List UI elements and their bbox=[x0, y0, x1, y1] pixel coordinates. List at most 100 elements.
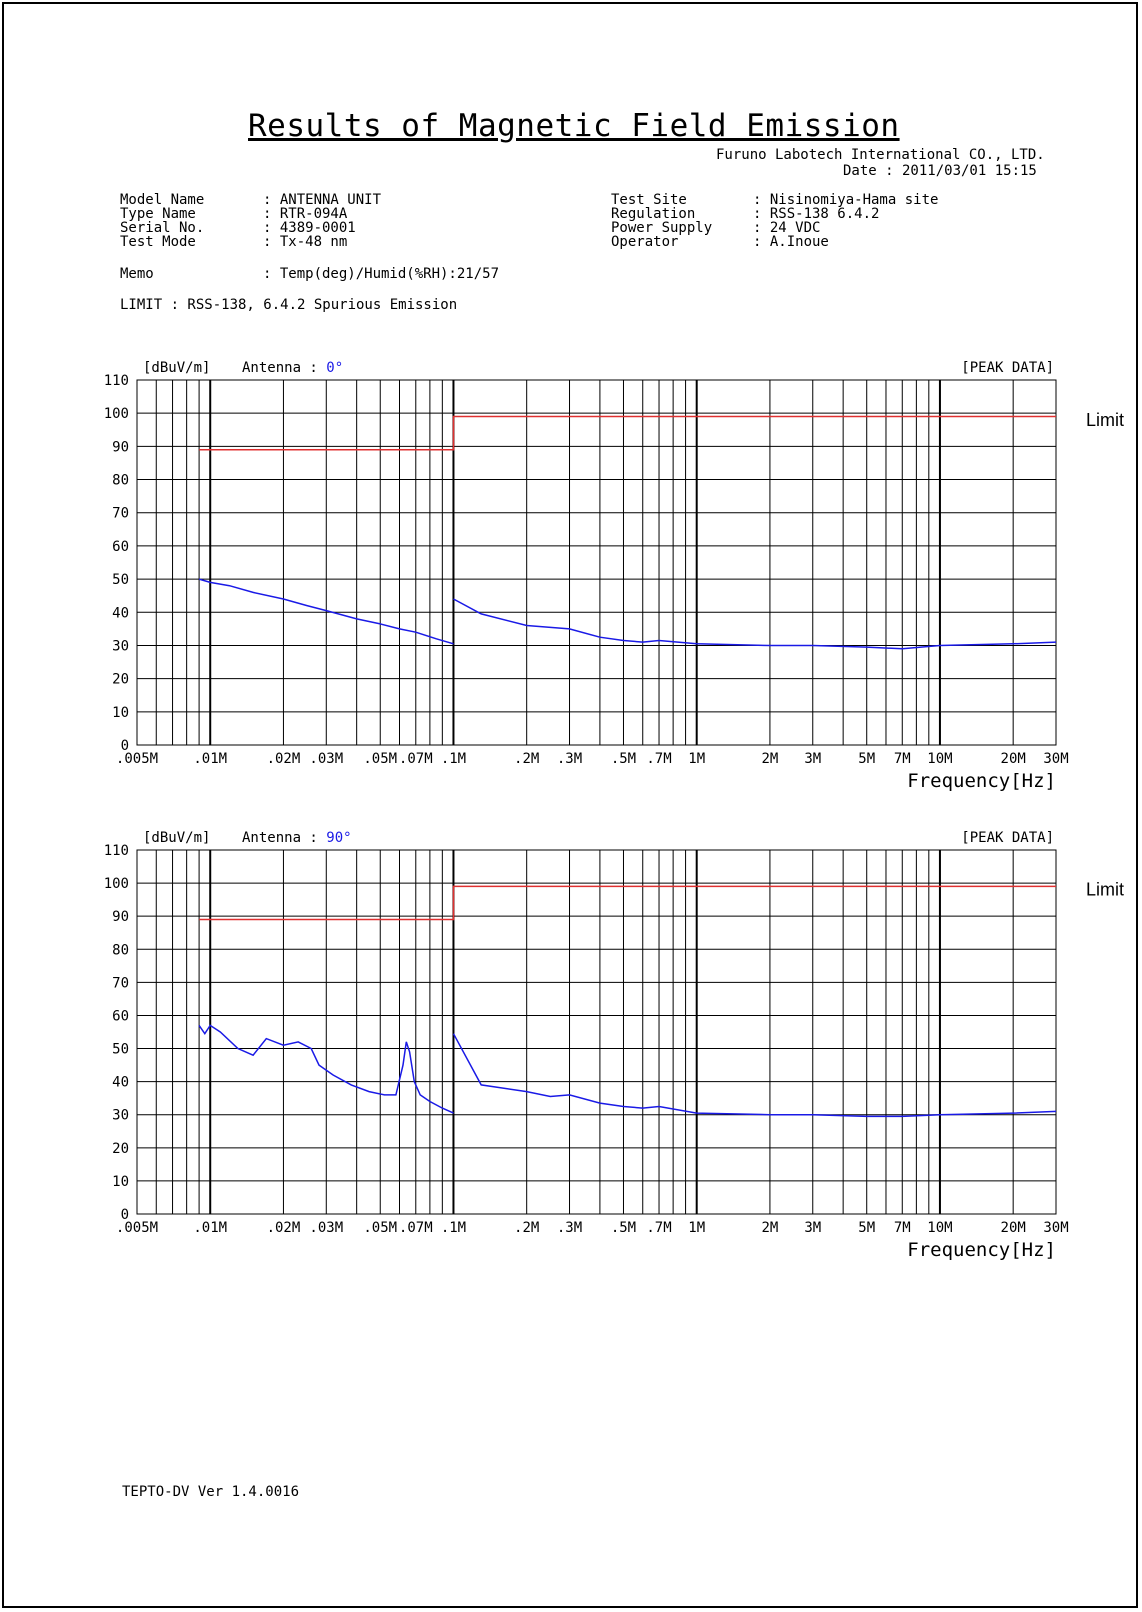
x-tick-label: .2M bbox=[514, 1220, 539, 1236]
emission-trace bbox=[198, 578, 454, 645]
report-date: Date : 2011/03/01 15:15 bbox=[843, 163, 1037, 179]
info-serial-no: Serial No. : 4389-0001 bbox=[120, 220, 356, 236]
antenna-label: Antenna : 90° bbox=[242, 830, 352, 846]
x-tick-label: .2M bbox=[514, 751, 539, 767]
x-tick-label: .5M bbox=[611, 1220, 636, 1236]
y-axis-unit-label: [dBuV/m] bbox=[143, 360, 210, 376]
limit-side-label: Limit bbox=[1086, 880, 1124, 900]
info-label: Model Name bbox=[120, 192, 205, 208]
x-tick-label: .5M bbox=[611, 751, 636, 767]
x-tick-label: .005M bbox=[116, 1220, 158, 1236]
x-tick-label: 2M bbox=[761, 751, 778, 767]
limit-line bbox=[199, 415, 1056, 451]
limit-line bbox=[199, 885, 1056, 921]
peak-data-label: [PEAK DATA] bbox=[961, 830, 1054, 846]
x-tick-label: .7M bbox=[646, 751, 671, 767]
x-tick-label: 10M bbox=[927, 1220, 952, 1236]
x-tick-label: .005M bbox=[116, 751, 158, 767]
y-tick-label: 80 bbox=[112, 473, 129, 489]
info-value: : 24 VDC bbox=[753, 220, 821, 236]
x-tick-label: 5M bbox=[858, 1220, 875, 1236]
x-tick-label: .03M bbox=[309, 751, 343, 767]
x-tick-label: .3M bbox=[557, 751, 582, 767]
info-label: Test Site bbox=[611, 192, 687, 208]
antenna-angle: 0° bbox=[326, 360, 343, 376]
x-tick-label: .7M bbox=[646, 1220, 671, 1236]
limit-side-label: Limit bbox=[1086, 410, 1124, 430]
x-tick-label: 3M bbox=[804, 751, 821, 767]
y-tick-label: 70 bbox=[112, 506, 129, 522]
software-version: TEPTO-DV Ver 1.4.0016 bbox=[122, 1484, 300, 1500]
y-tick-label: 50 bbox=[112, 1042, 129, 1058]
x-tick-label: .3M bbox=[557, 1220, 582, 1236]
info-operator: Operator : A.Inoue bbox=[611, 235, 829, 249]
y-tick-label: 110 bbox=[104, 843, 129, 859]
info-value: : Nisinomiya-Hama site bbox=[753, 192, 939, 208]
x-tick-label: 7M bbox=[894, 1220, 911, 1236]
emission-trace bbox=[453, 598, 1057, 650]
y-tick-label: 60 bbox=[112, 539, 129, 555]
info-regulation: Regulation : RSS-138 6.4.2 bbox=[611, 206, 879, 222]
x-tick-label: .03M bbox=[309, 1220, 343, 1236]
memo-label: Memo bbox=[120, 266, 154, 282]
x-tick-label: .01M bbox=[193, 751, 227, 767]
info-model-name: Model Name : ANTENNA UNIT bbox=[120, 192, 381, 208]
antenna-angle: 90° bbox=[326, 830, 351, 846]
y-tick-label: 20 bbox=[112, 1141, 129, 1157]
info-label: Power Supply bbox=[611, 220, 713, 236]
y-tick-label: 100 bbox=[104, 406, 129, 422]
x-tick-label: .07M bbox=[399, 751, 433, 767]
emission-trace bbox=[198, 1024, 454, 1114]
limit-description: LIMIT : RSS-138, 6.4.2 Spurious Emission bbox=[120, 297, 458, 313]
antenna-label: Antenna : 0° bbox=[242, 360, 343, 376]
y-tick-label: 90 bbox=[112, 909, 129, 925]
x-tick-label: 30M bbox=[1043, 1220, 1068, 1236]
info-label: Serial No. bbox=[120, 220, 205, 236]
company-name: Furuno Labotech International CO., LTD. bbox=[716, 147, 1045, 163]
y-tick-label: 20 bbox=[112, 672, 129, 688]
x-tick-label: 3M bbox=[804, 1220, 821, 1236]
x-tick-label: 7M bbox=[894, 751, 911, 767]
x-tick-label: 30M bbox=[1043, 751, 1068, 767]
info-test-mode: Test Mode : Tx-48 nm bbox=[120, 235, 347, 249]
plot-frame bbox=[136, 379, 1057, 746]
y-tick-label: 30 bbox=[112, 1108, 129, 1124]
info-type-name: Type Name : RTR-094A bbox=[120, 207, 347, 221]
x-tick-label: .1M bbox=[441, 751, 466, 767]
memo-value: : Temp(deg)/Humid(%RH):21/57 bbox=[263, 266, 500, 282]
y-tick-label: 40 bbox=[112, 605, 129, 621]
x-tick-label: 20M bbox=[1001, 751, 1026, 767]
y-tick-label: 30 bbox=[112, 638, 129, 654]
info-value: : A.Inoue bbox=[753, 234, 829, 250]
info-value: : RSS-138 6.4.2 bbox=[753, 206, 880, 222]
y-axis-unit-label: [dBuV/m] bbox=[143, 830, 210, 846]
y-tick-label: 110 bbox=[104, 373, 129, 389]
x-tick-label: 5M bbox=[858, 751, 875, 767]
y-tick-label: 100 bbox=[104, 876, 129, 892]
y-tick-label: 80 bbox=[112, 942, 129, 958]
info-power-supply: Power Supply : 24 VDC bbox=[611, 220, 820, 236]
emission-trace bbox=[452, 1033, 1057, 1118]
chart-antenna-90: 0 10 20 30 40 50 60 70 80 90 100 110 .005M .01M .02M .0… bbox=[104, 830, 1124, 1261]
y-tick-label: 10 bbox=[112, 1174, 129, 1190]
x-tick-label: .07M bbox=[399, 1220, 433, 1236]
y-tick-label: 90 bbox=[112, 439, 129, 455]
y-tick-label: 40 bbox=[112, 1075, 129, 1091]
info-value: : Tx-48 nm bbox=[263, 234, 348, 250]
x-axis-label: Frequency[Hz] bbox=[907, 1239, 1056, 1261]
x-tick-label: .1M bbox=[441, 1220, 466, 1236]
x-tick-label: .05M bbox=[363, 1220, 397, 1236]
info-value: : ANTENNA UNIT bbox=[263, 192, 382, 208]
info-value: : RTR-094A bbox=[263, 206, 348, 222]
x-tick-label: 10M bbox=[927, 751, 952, 767]
y-tick-label: 70 bbox=[112, 975, 129, 991]
y-tick-label: 0 bbox=[121, 738, 129, 754]
peak-data-label: [PEAK DATA] bbox=[961, 360, 1054, 376]
info-test-site: Test Site : Nisinomiya-Hama site bbox=[611, 192, 938, 208]
x-tick-label: 1M bbox=[688, 1220, 705, 1236]
x-tick-label: .02M bbox=[267, 751, 301, 767]
x-tick-label: 2M bbox=[761, 1220, 778, 1236]
info-label: Regulation bbox=[611, 206, 696, 222]
x-tick-label: 1M bbox=[688, 751, 705, 767]
